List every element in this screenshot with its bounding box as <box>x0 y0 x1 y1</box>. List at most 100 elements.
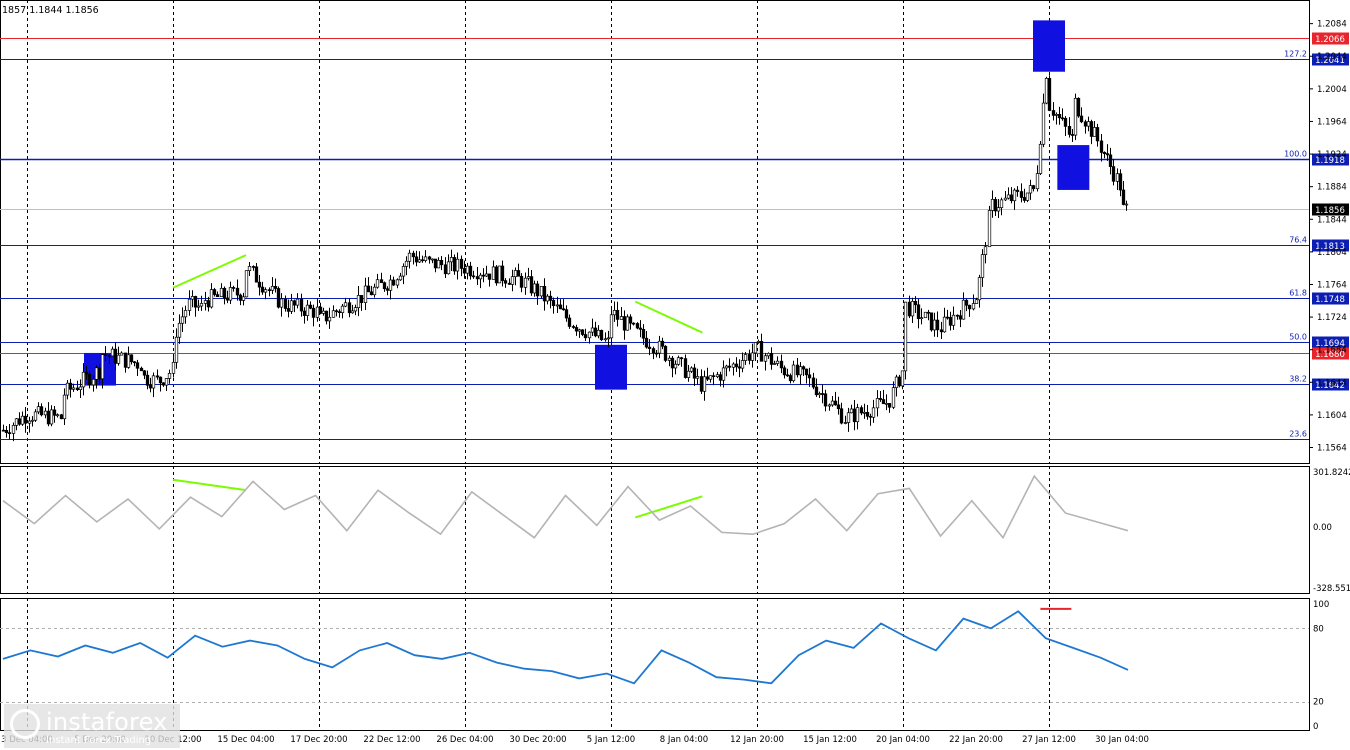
candle-body <box>894 376 899 388</box>
price-tick-label: 1.1644 <box>1317 378 1347 388</box>
level-price-label: 1.1680 <box>1315 350 1345 360</box>
candle-body <box>395 279 400 286</box>
candle-body <box>846 412 851 423</box>
candle-body <box>417 259 422 263</box>
candle-body <box>910 301 915 317</box>
candle-body <box>1070 134 1075 136</box>
candle-body <box>587 331 592 339</box>
candle-body <box>366 285 371 293</box>
candle-body <box>612 310 617 316</box>
price-tick-label: 1.1764 <box>1317 280 1347 290</box>
candle-body <box>519 275 524 288</box>
candle-body <box>33 411 38 421</box>
brand-tagline: Instant Forex Trading <box>46 735 152 746</box>
candle-body <box>871 407 876 418</box>
candle-body <box>942 316 947 333</box>
candle-body <box>308 304 313 309</box>
candle-body <box>622 316 627 331</box>
candle-body <box>958 315 963 320</box>
candle-body <box>414 256 419 263</box>
candle-body <box>635 323 640 329</box>
rsi-tick-label: 100 <box>1313 600 1329 610</box>
candle-body <box>715 374 720 378</box>
candle-body <box>1095 127 1100 142</box>
candle-body <box>999 199 1004 209</box>
cci-zero-label: 0.00 <box>1313 523 1332 533</box>
candle-body <box>500 265 505 281</box>
candle-body <box>769 352 774 365</box>
candle-body <box>78 386 83 391</box>
candle-body <box>1083 121 1088 127</box>
candle-body <box>468 265 473 277</box>
candle-body <box>84 371 89 375</box>
candle-body <box>1044 78 1049 104</box>
time-tick-label: 27 Jan 12:00 <box>1022 735 1076 745</box>
time-tick-label: 22 Jan 20:00 <box>949 735 1003 745</box>
candle-body <box>222 287 227 299</box>
candle-body <box>971 303 976 310</box>
time-tick-label: 20 Jan 04:00 <box>876 735 930 745</box>
instaforex-logo-icon <box>10 709 40 739</box>
candle-body <box>539 286 544 297</box>
candle-body <box>881 399 886 405</box>
candle-body <box>865 412 870 417</box>
candle-body <box>331 310 336 318</box>
candle-body <box>1022 197 1027 201</box>
candle-body <box>404 260 409 267</box>
candle-body <box>171 361 176 374</box>
candle-body <box>529 276 534 294</box>
candle-body <box>647 346 652 349</box>
candle-body <box>257 281 262 288</box>
candle-body <box>187 298 192 311</box>
divergence-line <box>634 300 703 334</box>
candle-body <box>247 266 252 271</box>
candle-body <box>977 277 982 301</box>
level-price-tag <box>1312 239 1349 252</box>
cci-line <box>2 474 1129 540</box>
candle-body <box>151 375 156 389</box>
candle-body <box>836 404 841 410</box>
candle-body <box>20 415 25 425</box>
candle-body <box>494 266 499 284</box>
candle-body <box>135 362 140 369</box>
candle-body <box>526 276 531 279</box>
candle-body <box>603 338 608 341</box>
candle-body <box>180 316 185 324</box>
candle-body <box>513 270 518 278</box>
candle-body <box>523 277 528 288</box>
price-tick-label: 1.1564 <box>1317 444 1347 454</box>
candle-body <box>487 273 492 280</box>
candle-body <box>891 387 896 408</box>
candle-body <box>1102 152 1107 154</box>
candle-body <box>641 329 646 339</box>
candle-body <box>231 287 236 289</box>
rsi-tick-label: 0 <box>1313 722 1318 732</box>
candle-body <box>555 304 560 307</box>
fib-label: 23.6 <box>1289 430 1307 439</box>
candle-body <box>913 301 918 306</box>
candle-body <box>823 393 828 407</box>
candle-body <box>897 376 902 387</box>
candle-body <box>235 287 240 296</box>
candle-body <box>1051 110 1056 116</box>
candle-body <box>657 340 662 354</box>
candle-body <box>407 252 412 262</box>
candle-body <box>564 309 569 319</box>
candle-body <box>750 352 755 361</box>
candle-body <box>689 367 694 372</box>
candle-body <box>833 400 838 406</box>
candle-body <box>737 366 742 369</box>
time-tick-label: 15 Jan 12:00 <box>803 735 857 745</box>
candle-body <box>97 367 102 380</box>
price-tick-label: 1.1844 <box>1317 215 1347 225</box>
level-price-tag <box>1312 32 1349 45</box>
candle-body <box>107 354 112 357</box>
candle-body <box>39 406 44 416</box>
candle-body <box>267 289 272 291</box>
candle-body <box>391 279 396 286</box>
candle-body <box>740 360 745 369</box>
candle-body <box>30 419 35 422</box>
candle-body <box>215 294 220 297</box>
candle-body <box>7 432 12 434</box>
